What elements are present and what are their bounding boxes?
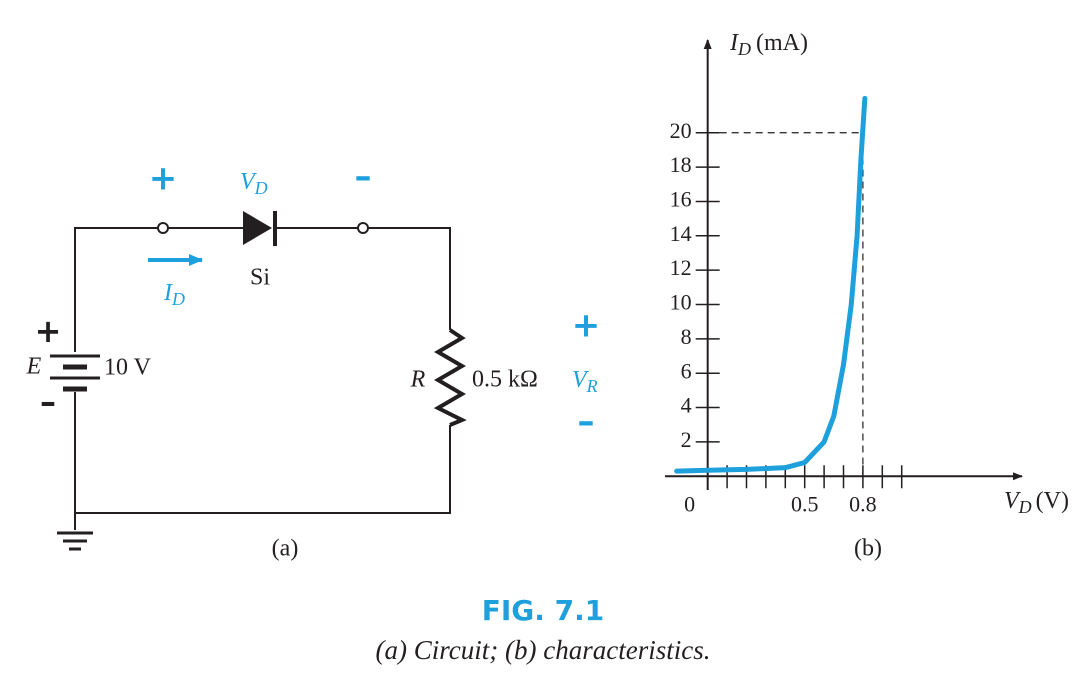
y-tick-label: 14	[670, 221, 692, 246]
y-tick-label: 6	[681, 358, 692, 383]
y-tick-label: 2	[681, 427, 692, 452]
chart-caption: (b)	[854, 536, 882, 562]
y-tick-label: 18	[670, 152, 692, 177]
symbol: I	[729, 30, 739, 56]
reference-line	[707, 132, 864, 477]
resistor-label: R	[410, 367, 426, 393]
circuit: + VD – Si ID + E – 10 V R 0.5 kΩ + VR – …	[26, 157, 601, 562]
resistor	[433, 328, 467, 427]
vd-label: VD	[240, 169, 268, 199]
y-tick-label: 12	[670, 255, 692, 280]
subscript: D	[254, 178, 268, 198]
diode-label: Si	[250, 265, 270, 291]
x-tick-label: 0.5	[791, 491, 819, 516]
unit: (V)	[1036, 488, 1069, 514]
battery-minus: –	[40, 383, 56, 421]
circuit-caption: (a)	[272, 536, 299, 562]
unit: (mA)	[756, 30, 808, 56]
y-tick-label: 4	[681, 393, 692, 418]
battery-plus: +	[35, 312, 62, 350]
subscript: R	[586, 376, 598, 396]
symbol: V	[572, 367, 589, 393]
x-axis-label: VD (V)	[1004, 488, 1069, 518]
symbol: I	[163, 280, 173, 306]
subscript: D	[737, 39, 751, 59]
subscript: D	[171, 289, 185, 309]
symbol: V	[240, 169, 257, 195]
wire	[74, 392, 451, 514]
diode	[243, 211, 272, 245]
y-tick-label: 16	[670, 186, 692, 211]
figure-caption: (a) Circuit; (b) characteristics.	[376, 635, 711, 665]
terminal	[157, 222, 169, 234]
figure-number: FIG. 7.1	[482, 594, 605, 627]
current-label: ID	[163, 280, 185, 310]
vr-minus: –	[578, 402, 595, 442]
resistor-value: 0.5 kΩ	[472, 367, 538, 393]
y-tick-label: 10	[670, 290, 692, 315]
vr-label: VR	[572, 367, 598, 397]
battery-value: 10 V	[104, 355, 152, 381]
curve	[674, 95, 868, 474]
symbol: V	[1004, 488, 1021, 514]
x-tick-label: 0	[684, 491, 695, 516]
subscript: D	[1018, 497, 1032, 517]
x-tick-label: 0.8	[849, 491, 877, 516]
y-tick-label: 8	[681, 324, 692, 349]
y-tick-label: 20	[670, 118, 692, 143]
battery	[50, 354, 100, 392]
wire	[74, 227, 451, 352]
vr-plus: +	[572, 306, 601, 346]
vd-plus: +	[149, 159, 178, 199]
vd-minus: –	[355, 157, 372, 197]
battery-label: E	[26, 354, 42, 380]
terminal	[357, 222, 369, 234]
ground	[57, 513, 93, 551]
y-axis-label: ID (mA)	[729, 30, 808, 60]
